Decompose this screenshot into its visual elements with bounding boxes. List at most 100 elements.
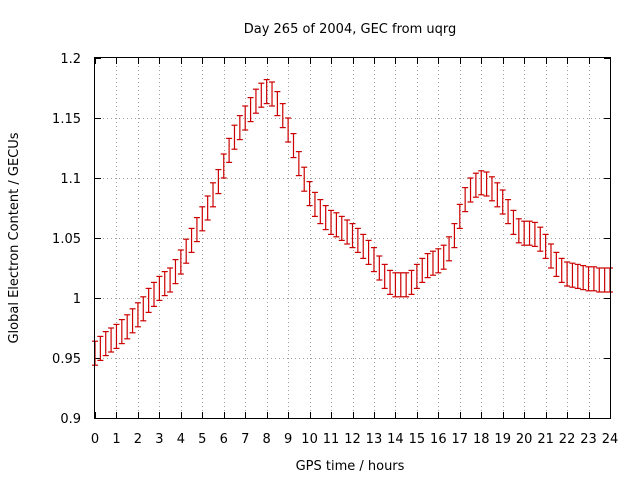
- y-tick-label: 0.9: [60, 412, 81, 427]
- data-point: [97, 335, 104, 361]
- data-point: [446, 236, 453, 262]
- data-point: [574, 263, 581, 289]
- data-point: [365, 239, 372, 265]
- data-point: [505, 199, 512, 225]
- data-point: [204, 195, 211, 221]
- data-point: [376, 255, 383, 281]
- x-tick-label: 19: [494, 432, 511, 447]
- data-point: [531, 221, 538, 247]
- x-tick-label: 4: [177, 432, 185, 447]
- data-point: [467, 177, 474, 203]
- data-point: [129, 308, 136, 334]
- x-tick-label: 12: [344, 432, 361, 447]
- data-point: [188, 227, 195, 253]
- x-tick-label: 22: [559, 432, 576, 447]
- data-point: [338, 215, 345, 241]
- data-point: [542, 233, 549, 259]
- x-tick-label: 8: [263, 432, 271, 447]
- data-point: [231, 124, 238, 150]
- data-point: [558, 257, 565, 283]
- data-point: [478, 170, 485, 196]
- data-point: [140, 296, 147, 322]
- chart-title: Day 265 of 2004, GEC from uqrg: [244, 22, 457, 37]
- x-tick-label: 21: [537, 432, 554, 447]
- data-point: [118, 319, 125, 345]
- x-tick-label: 20: [516, 432, 533, 447]
- data-point: [311, 191, 318, 217]
- x-tick-label: 16: [430, 432, 447, 447]
- x-tick-label: 1: [112, 432, 120, 447]
- data-point: [236, 114, 243, 141]
- y-tick-label: 1.2: [60, 52, 81, 67]
- data-point: [226, 137, 233, 163]
- data-point: [472, 172, 479, 198]
- y-axis-label: Global Electron Content / GECUs: [7, 132, 22, 343]
- data-point: [585, 266, 592, 292]
- data-point: [220, 153, 227, 179]
- data-point: [193, 217, 200, 243]
- data-point: [521, 220, 528, 246]
- x-tick-label: 13: [366, 432, 383, 447]
- x-tick-label: 9: [284, 432, 292, 447]
- x-tick-label: 5: [198, 432, 206, 447]
- grid-lines: [95, 58, 610, 418]
- data-point: [451, 223, 458, 249]
- x-tick-label: 23: [580, 432, 597, 447]
- y-tick-label: 1.15: [52, 112, 81, 127]
- data-point: [108, 327, 115, 353]
- data-point: [285, 117, 292, 143]
- data-point: [360, 233, 367, 259]
- data-point: [440, 244, 447, 270]
- data-point: [306, 181, 313, 207]
- x-tick-label: 24: [602, 432, 619, 447]
- data-point: [537, 226, 544, 252]
- x-tick-labels: 0 1 2 3 4 5 6 7 8 9 10 11 12 13 14 15 16 17 18 19 20 21 22 23 24: [91, 432, 618, 447]
- data-point: [344, 219, 351, 245]
- x-axis-label: GPS time / hours: [296, 459, 405, 474]
- data-point: [295, 151, 302, 177]
- data-point: [301, 166, 308, 192]
- data-point: [161, 271, 168, 297]
- data-point: [354, 227, 361, 253]
- data-point: [419, 257, 426, 283]
- data-point: [408, 269, 415, 295]
- data-point: [580, 265, 587, 291]
- data-point: [172, 259, 179, 285]
- data-point: [167, 267, 174, 293]
- x-tick-label: 17: [452, 432, 469, 447]
- x-tick-label: 18: [473, 432, 490, 447]
- data-point: [494, 182, 501, 208]
- data-point: [515, 218, 522, 244]
- data-point: [145, 287, 152, 313]
- data-point: [424, 253, 431, 279]
- data-point: [596, 267, 603, 293]
- data-point: [397, 272, 404, 298]
- data-point: [456, 203, 463, 229]
- data-point: [569, 262, 576, 288]
- data-point: [210, 182, 217, 208]
- data-point: [483, 171, 490, 197]
- data-point: [601, 267, 608, 293]
- data-point: [322, 205, 329, 231]
- y-tick-label: 0.95: [52, 352, 81, 367]
- data-point: [279, 102, 286, 129]
- y-tick-labels: 0.9 0.95 1 1.05 1.1 1.15 1.2: [52, 52, 81, 427]
- data-point: [590, 266, 597, 292]
- x-tick-label: 11: [323, 432, 340, 447]
- y-tick-label: 1.1: [60, 172, 81, 187]
- data-point: [113, 323, 120, 349]
- data-point: [317, 199, 324, 225]
- x-tick-label: 6: [220, 432, 228, 447]
- data-point: [177, 249, 184, 275]
- data-point: [247, 96, 254, 123]
- data-point: [151, 281, 158, 307]
- data-point: [333, 212, 340, 238]
- x-tick-label: 3: [155, 432, 163, 447]
- x-tick-label: 0: [91, 432, 99, 447]
- data-point: [199, 206, 206, 232]
- data-point: [156, 275, 163, 301]
- data-point: [510, 209, 517, 235]
- data-point: [258, 82, 265, 108]
- x-tick-label: 15: [409, 432, 426, 447]
